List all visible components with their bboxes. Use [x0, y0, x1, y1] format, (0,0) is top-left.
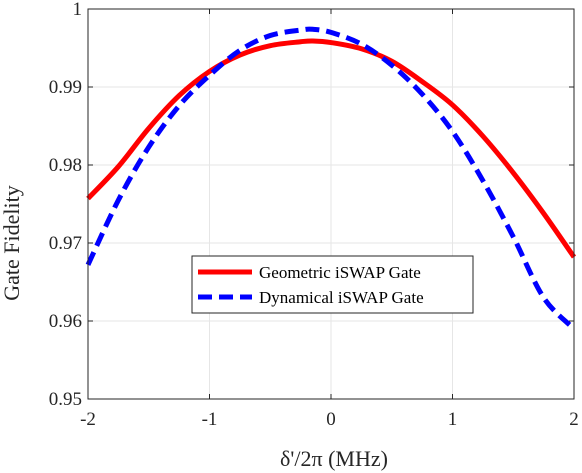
- x-tick-label: -1: [202, 409, 218, 430]
- x-tick-label: 0: [326, 409, 336, 430]
- y-tick-label: 0.96: [49, 311, 82, 332]
- grid: [87, 8, 575, 400]
- y-tick-label: 0.99: [49, 77, 82, 98]
- x-tick-label: 2: [569, 409, 579, 430]
- x-tick-label: 1: [448, 409, 458, 430]
- series-line-dynamical: [85, 26, 576, 331]
- legend: Geometric iSWAP Gate Dynamical iSWAP Gat…: [191, 255, 474, 314]
- y-tick-label: 1: [73, 0, 83, 20]
- legend-label-dynamical: Dynamical iSWAP Gate: [259, 288, 424, 307]
- x-tick-label: -2: [80, 409, 96, 430]
- plot-frame: [87, 8, 575, 400]
- series-lines: [85, 26, 577, 331]
- y-tick-label: 0.98: [49, 155, 82, 176]
- axes: [87, 8, 575, 400]
- legend-label-geometric: Geometric iSWAP Gate: [259, 263, 421, 282]
- x-axis-label: δ'/2π (MHz): [280, 446, 388, 471]
- series-line-geometric: [86, 38, 577, 259]
- y-tick-label: 0.95: [49, 389, 82, 410]
- y-tick-label: 0.97: [49, 233, 82, 254]
- tick-labels: -2 -1 0 1 2 0.95 0.96 0.97 0.98 0.99 1: [49, 0, 579, 430]
- legend-box: [191, 255, 474, 314]
- y-axis-label: Gate Fidelity: [0, 185, 24, 300]
